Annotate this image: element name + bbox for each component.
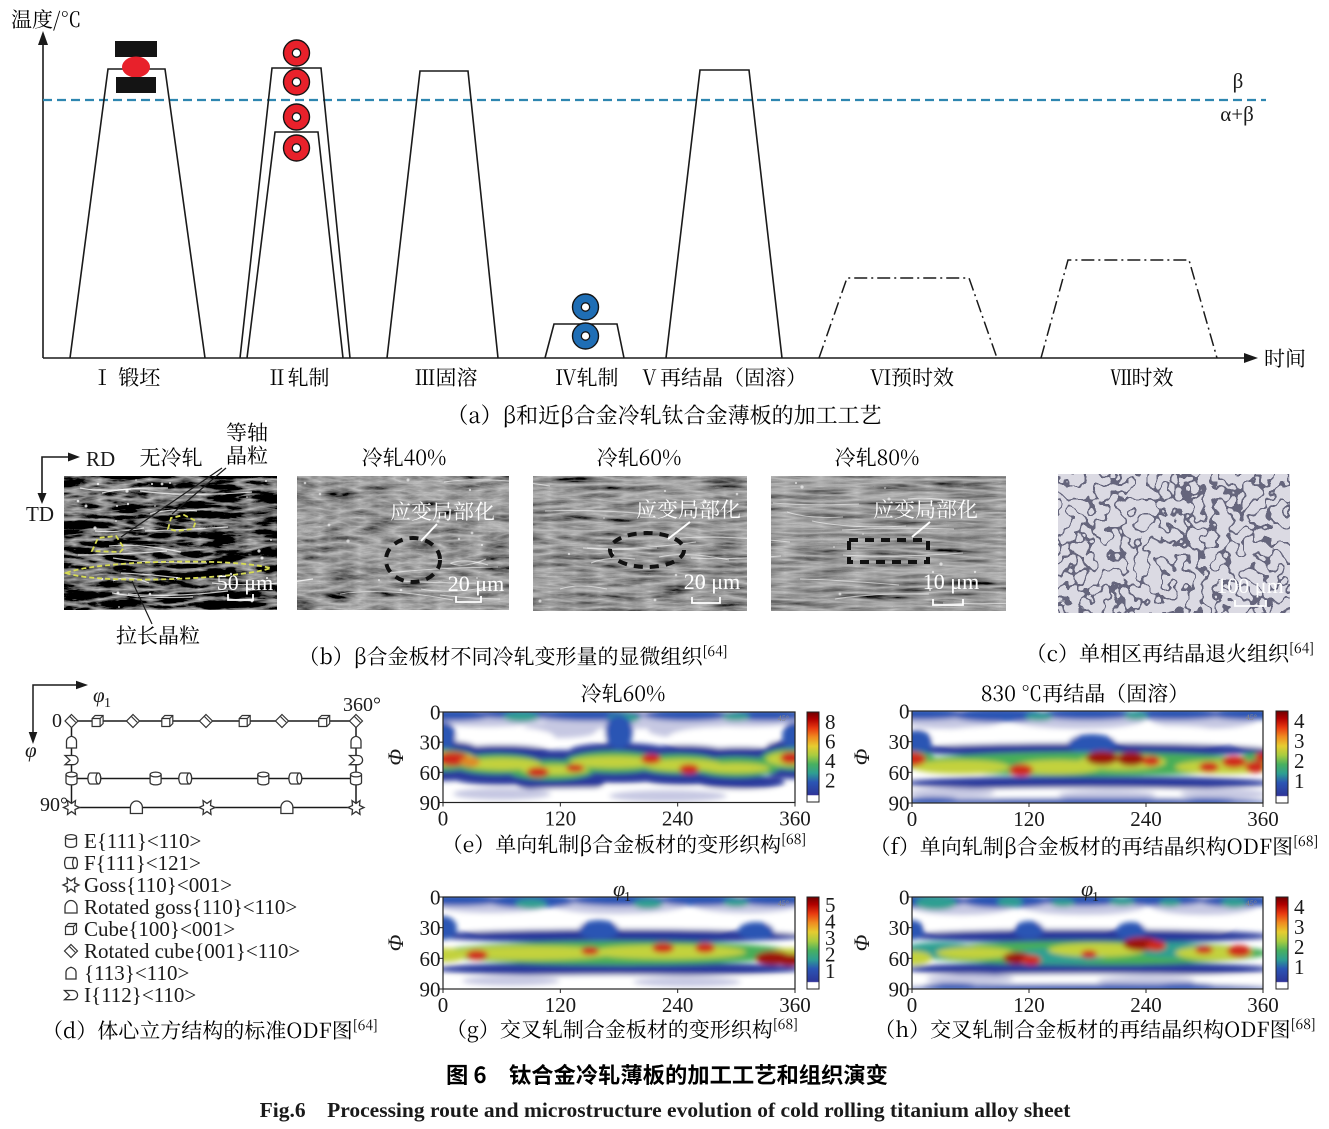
svg-text:φ: φ [613,876,625,901]
svg-text:120: 120 [1013,993,1045,1017]
svg-text:5: 5 [825,893,836,917]
svg-text:240: 240 [662,993,694,1017]
svg-text:8: 8 [825,710,836,734]
svg-text:0: 0 [438,807,449,831]
svg-text:1: 1 [104,696,111,711]
svg-text:Φ: Φ [383,934,408,951]
svg-text:F{111}<121>: F{111}<121> [84,851,201,875]
svg-text:RD: RD [86,447,115,471]
svg-text:90: 90 [420,791,441,815]
svg-text:30: 30 [420,916,441,940]
svg-text:360: 360 [779,993,811,1017]
svg-text:4: 4 [825,749,836,773]
svg-text:I{112}<110>: I{112}<110> [84,983,196,1007]
svg-text:4: 4 [1294,709,1305,733]
svg-text:3: 3 [1294,729,1305,753]
svg-text:20 μm: 20 μm [448,571,504,596]
svg-text:2: 2 [1294,749,1305,773]
svg-text:2: 2 [1294,935,1305,959]
svg-text:1: 1 [624,890,631,905]
svg-text:1: 1 [1294,769,1305,793]
svg-text:90: 90 [889,792,910,816]
svg-text:60: 60 [420,947,441,971]
svg-text:0: 0 [52,710,62,732]
svg-text:6: 6 [825,729,836,753]
svg-text:90: 90 [889,978,910,1002]
svg-text:120: 120 [545,993,577,1017]
svg-text:10 μm: 10 μm [923,569,979,594]
svg-text:Goss{110}<001>: Goss{110}<001> [84,873,232,897]
svg-text:Rotated goss{110}<110>: Rotated goss{110}<110> [84,895,297,919]
svg-text:Φ: Φ [383,749,408,766]
svg-text:β: β [1233,69,1244,93]
svg-text:90°: 90° [40,794,68,816]
svg-text:1: 1 [1092,890,1099,905]
svg-text:φ: φ [25,738,37,762]
svg-text:0: 0 [438,993,449,1017]
svg-text:E{111}<110>: E{111}<110> [84,829,201,853]
svg-text:360: 360 [1247,993,1279,1017]
svg-text:0: 0 [899,886,910,910]
svg-text:{113}<110>: {113}<110> [84,961,189,985]
svg-text:90: 90 [420,978,441,1002]
svg-text:240: 240 [1130,807,1162,831]
svg-text:0: 0 [899,700,910,724]
svg-text:50 μm: 50 μm [217,570,273,595]
svg-text:360°: 360° [343,694,381,716]
svg-text:45°: 45° [778,714,789,723]
svg-text:240: 240 [662,807,694,831]
svg-text:120: 120 [1013,807,1045,831]
svg-text:Rotated cube{001}<110>: Rotated cube{001}<110> [84,939,300,963]
svg-text:0: 0 [430,701,441,725]
svg-text:4: 4 [825,910,836,934]
svg-text:240: 240 [1130,993,1162,1017]
svg-text:0: 0 [907,807,918,831]
svg-text:45°: 45° [1246,713,1257,722]
svg-text:60: 60 [889,761,910,785]
svg-text:360: 360 [779,807,811,831]
svg-text:20 μm: 20 μm [684,569,740,594]
svg-text:30: 30 [889,730,910,754]
svg-text:Φ: Φ [849,934,874,951]
svg-text:2: 2 [825,768,836,792]
svg-text:45°: 45° [778,899,789,908]
svg-text:2: 2 [825,943,836,967]
svg-text:3: 3 [825,926,836,950]
svg-text:60: 60 [420,761,441,785]
svg-text:Fig.6 Processing route and: Fig.6 Processing route and microstructur… [260,1098,1072,1122]
svg-text:φ: φ [93,683,105,707]
svg-text:1: 1 [1294,955,1305,979]
svg-text:360: 360 [1247,807,1279,831]
svg-text:30: 30 [420,731,441,755]
svg-text:3: 3 [1294,915,1305,939]
svg-text:Cube{100}<001>: Cube{100}<001> [84,917,235,941]
svg-text:0: 0 [907,993,918,1017]
svg-text:α+β: α+β [1220,102,1254,126]
svg-text:TD: TD [26,502,54,526]
svg-text:1: 1 [825,959,836,983]
svg-text:4: 4 [1294,895,1305,919]
svg-text:φ: φ [1081,876,1093,901]
svg-text:30: 30 [889,916,910,940]
svg-text:60: 60 [889,947,910,971]
svg-text:45°: 45° [1246,899,1257,908]
svg-text:120: 120 [545,807,577,831]
svg-text:100 μm: 100 μm [1216,573,1283,598]
svg-text:Φ: Φ [849,748,874,765]
svg-text:0: 0 [430,886,441,910]
